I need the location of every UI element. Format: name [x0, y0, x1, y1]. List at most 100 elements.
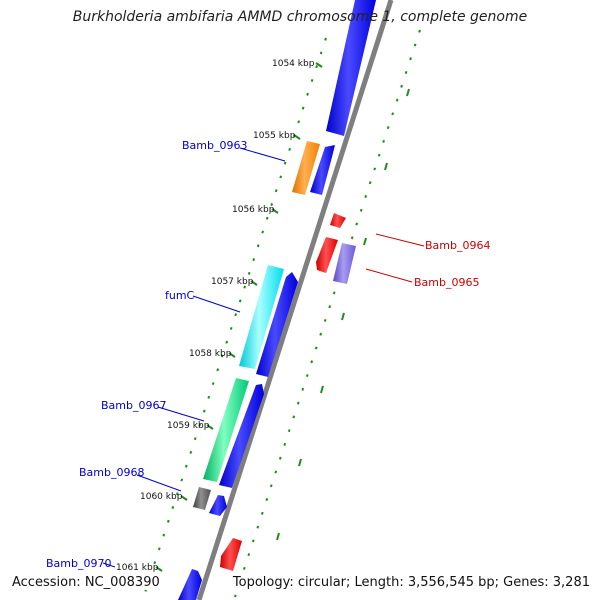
ruler-label-1059: 1059 kbp	[167, 421, 210, 431]
tick-mark	[305, 374, 309, 377]
label-bamb-0970[interactable]: Bamb_0970	[46, 557, 111, 570]
major-tick	[406, 88, 410, 97]
ruler-label-1056: 1056 kbp	[232, 205, 275, 215]
tick-mark	[216, 368, 220, 372]
major-tick	[250, 280, 258, 286]
feature-fumc[interactable]	[239, 265, 284, 369]
tick-mark	[355, 222, 359, 226]
tick-mark	[252, 258, 256, 262]
tick-mark	[229, 326, 233, 330]
label-bamb-0967[interactable]: Bamb_0967	[101, 399, 166, 412]
tick-mark	[279, 175, 283, 179]
tick-mark	[391, 112, 394, 116]
tick-mark	[404, 70, 408, 75]
tick-mark	[323, 318, 327, 322]
cds-forward-fumc[interactable]	[256, 272, 298, 377]
major-tick	[320, 385, 324, 394]
cds-forward-bamb-0970[interactable]	[178, 569, 202, 600]
ruler-label-1055: 1055 kbp	[253, 131, 296, 141]
tick-mark	[243, 285, 247, 289]
tick-mark	[359, 208, 363, 212]
genome-backbone	[196, 0, 394, 600]
tick-mark	[171, 505, 175, 510]
tick-mark	[306, 92, 309, 96]
major-tick	[155, 566, 163, 572]
tick-mark	[184, 464, 188, 468]
tick-mark	[270, 202, 274, 207]
tick-mark	[189, 450, 193, 454]
label-bamb-0963[interactable]: Bamb_0963	[182, 139, 247, 152]
tick-mark	[382, 139, 385, 143]
tick-mark	[296, 401, 300, 405]
major-tick	[228, 352, 236, 358]
feature-bamb-0963[interactable]	[292, 141, 320, 195]
major-tick	[206, 424, 214, 430]
cds-reverse-feature-lower[interactable]	[220, 538, 242, 571]
tick-mark	[180, 478, 184, 482]
label-bamb-0965[interactable]: Bamb_0965	[414, 276, 479, 289]
tick-mark	[162, 533, 166, 537]
tick-mark	[207, 395, 211, 399]
tick-mark	[265, 216, 269, 220]
label-bamb-0968[interactable]: Bamb_0968	[79, 466, 144, 479]
tick-mark	[315, 65, 318, 69]
cds-reverse-feature[interactable]	[330, 213, 346, 228]
reverse-feature-labels: Bamb_0964 Bamb_0965	[414, 239, 490, 289]
cds-forward-bamb-0968[interactable]	[209, 495, 227, 516]
tick-mark	[193, 437, 197, 441]
tick-mark	[418, 29, 421, 33]
ruler-label-1060: 1060 kbp	[140, 492, 183, 502]
major-tick	[276, 532, 280, 541]
major-tick	[271, 208, 279, 214]
tick-mark	[400, 84, 403, 88]
tick-mark	[211, 382, 215, 386]
tick-mark	[251, 539, 255, 543]
tick-mark	[283, 442, 287, 446]
label-fumc[interactable]: fumC	[165, 289, 195, 302]
tick-mark	[274, 470, 278, 474]
tick-mark	[242, 566, 246, 570]
tick-mark	[234, 313, 238, 317]
label-bamb-0964[interactable]: Bamb_0964	[425, 239, 490, 252]
tick-mark	[386, 126, 390, 130]
feature-bamb-0968[interactable]	[193, 487, 211, 510]
tick-mark	[153, 561, 157, 565]
tick-mark	[220, 354, 224, 358]
tick-mark	[288, 147, 291, 151]
tick-mark	[278, 456, 282, 460]
tick-mark	[328, 305, 332, 309]
ruler-label-1054: 1054 kbp	[272, 59, 315, 69]
reverse-callout-lines	[365, 233, 425, 283]
tick-mark	[175, 492, 179, 496]
genome-title: Burkholderia ambifaria AMMD chromosome 1…	[72, 9, 528, 25]
tick-mark	[233, 594, 237, 598]
major-tick	[384, 162, 388, 171]
tick-mark	[256, 244, 260, 248]
tick-mark	[377, 153, 381, 157]
tick-mark	[247, 271, 251, 275]
tick-mark	[297, 120, 300, 124]
accession-text: Accession: NC_008390	[10, 575, 162, 590]
forward-callout-lines	[102, 147, 286, 568]
cds-forward-bamb-0963[interactable]	[310, 145, 335, 195]
cds-forward-bamb-0967[interactable]	[219, 384, 264, 488]
tick-mark	[166, 519, 170, 523]
tick-mark	[364, 194, 368, 199]
tick-mark	[301, 106, 305, 110]
feature-bamb-0967[interactable]	[203, 378, 249, 482]
inner-tick-track	[233, 29, 421, 598]
tick-mark	[292, 415, 296, 419]
cds-forward-feature[interactable]	[326, 0, 376, 136]
tick-mark	[332, 291, 336, 295]
tick-mark	[319, 51, 323, 55]
tick-mark	[373, 167, 377, 171]
tick-mark	[256, 525, 260, 529]
major-tick	[298, 458, 302, 467]
feature-bamb-0965[interactable]	[333, 243, 356, 284]
tick-mark	[265, 497, 269, 502]
tick-mark	[202, 409, 206, 413]
tick-mark	[260, 511, 264, 515]
cds-reverse-bamb-0964[interactable]	[316, 237, 338, 273]
